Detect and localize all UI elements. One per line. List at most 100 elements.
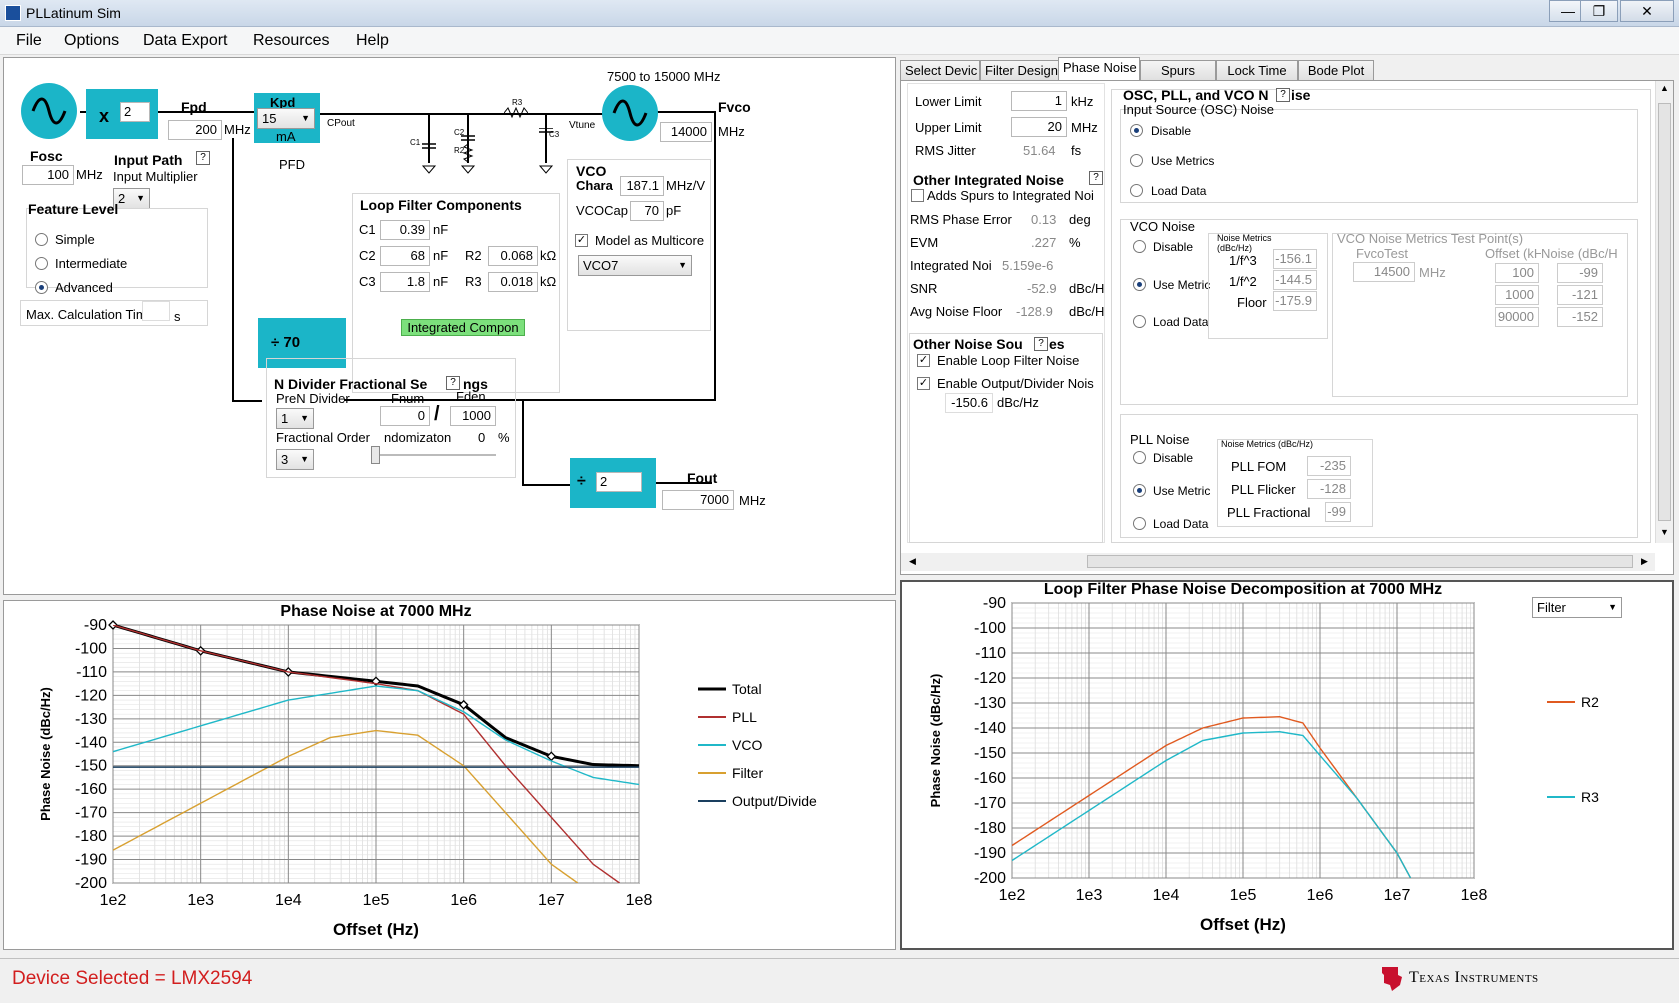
legend-label: Output/Divide — [732, 793, 817, 809]
integrated-components-button[interactable]: Integrated Compon — [401, 319, 525, 336]
rms-jitter-value: 51.64 — [1023, 143, 1056, 158]
horizontal-scrollbar[interactable]: ◀ ▶ — [901, 553, 1655, 571]
max-calc-label: Max. Calculation Time — [26, 307, 154, 322]
menu-data-export[interactable]: Data Export — [143, 32, 228, 49]
pll-radio-load-data[interactable] — [1133, 517, 1146, 530]
kvco-input[interactable]: 187.1 — [620, 176, 664, 196]
noise-input-2[interactable]: -121 — [1557, 285, 1603, 305]
enable-loop-filter-checkbox[interactable]: ✓ — [917, 354, 930, 367]
offset-input-1[interactable]: 100 — [1495, 263, 1539, 283]
pll-radio-use-metric[interactable] — [1133, 484, 1146, 497]
help-icon[interactable]: ? — [1034, 337, 1048, 351]
osc-group-tail: ise — [1291, 87, 1311, 103]
fden-input[interactable]: 1000 — [450, 406, 496, 426]
wire — [232, 400, 262, 402]
one-f2-input[interactable]: -144.5 — [1273, 270, 1317, 290]
fpd-input[interactable]: 200 — [168, 120, 222, 140]
vco-select[interactable]: VCO7 — [578, 255, 692, 276]
vertical-scrollbar[interactable]: ▲ ▼ — [1655, 81, 1673, 543]
noise-input-1[interactable]: -99 — [1557, 263, 1603, 283]
pll-radio-disable[interactable] — [1133, 451, 1146, 464]
max-calc-input[interactable] — [142, 301, 170, 321]
noise-input-3[interactable]: -152 — [1557, 307, 1603, 327]
menu-file[interactable]: File — [16, 32, 42, 49]
fout-input[interactable]: 7000 — [662, 490, 734, 510]
frac-order-select[interactable]: 3 — [276, 449, 314, 470]
r3-input[interactable]: 0.018 — [488, 272, 538, 292]
menu-help[interactable]: Help — [356, 32, 389, 49]
add-spurs-checkbox[interactable] — [911, 189, 924, 202]
multiplier-input[interactable]: 2 — [120, 102, 150, 122]
tab-select-device[interactable]: Select Devic — [900, 60, 980, 80]
c2-input[interactable]: 68 — [380, 246, 430, 266]
kpd-select[interactable]: 15 — [257, 108, 315, 129]
vco-radio-disable[interactable] — [1133, 240, 1146, 253]
radio-simple[interactable] — [35, 233, 48, 246]
y-tick-label: -180 — [75, 828, 107, 845]
fosc-input[interactable]: 100 — [22, 165, 74, 185]
lower-limit-input[interactable]: 1 — [1011, 91, 1067, 111]
fnum-label: Fnum — [391, 391, 425, 406]
tab-lock-time[interactable]: Lock Time — [1216, 60, 1298, 80]
help-icon[interactable]: ? — [1089, 171, 1103, 185]
vco-radio-use-metric[interactable] — [1133, 278, 1146, 291]
fvco-input[interactable]: 14000 — [660, 122, 712, 142]
wire — [80, 111, 88, 113]
vco-radio-load-data[interactable] — [1133, 315, 1146, 328]
max-calc-group — [20, 300, 208, 326]
offset-input-2[interactable]: 1000 — [1495, 285, 1539, 305]
tab-filter-design[interactable]: Filter Design — [980, 60, 1060, 80]
integrated-noise-label: Integrated Noi — [910, 258, 992, 273]
loop-filter-chart-panel: 1e2 1e3 1e4 1e5 1e6 1e7 1e8 -90 -100 -110 -120 -130… — [900, 580, 1674, 950]
randomization-slider[interactable] — [371, 446, 380, 464]
tab-bode-plot[interactable]: Bode Plot — [1298, 60, 1374, 80]
one-f3-input[interactable]: -156.1 — [1273, 249, 1317, 269]
vco-metrics-box — [1208, 233, 1328, 339]
vco-range-label: 7500 to 15000 MHz — [607, 69, 721, 84]
enable-output-checkbox[interactable]: ✓ — [917, 377, 930, 390]
output-divider-block: ÷ 2 — [570, 458, 656, 508]
vcocap-input[interactable]: 70 — [630, 201, 664, 221]
loop-filter-group — [352, 193, 560, 393]
osc-radio-load-data[interactable] — [1130, 184, 1143, 197]
output-divider-input[interactable]: 2 — [596, 472, 642, 492]
rms-phase-error-label: RMS Phase Error — [910, 212, 1012, 227]
y-tick-label: -90 — [983, 595, 1006, 612]
multicore-checkbox[interactable]: ✓ — [575, 234, 588, 247]
floor-input[interactable]: -175.9 — [1273, 291, 1317, 311]
input-multiplier-select[interactable]: 2 — [113, 188, 150, 209]
n-divider-label: ÷ 70 — [271, 334, 301, 351]
radio-advanced[interactable] — [35, 281, 48, 294]
pll-frac-input[interactable]: -99 — [1325, 502, 1351, 522]
pll-fom-input[interactable]: -235 — [1307, 456, 1351, 476]
y-tick-label: -120 — [974, 670, 1006, 687]
osc-radio-use-metrics[interactable] — [1130, 154, 1143, 167]
help-icon[interactable]: ? — [446, 376, 460, 390]
r2-input[interactable]: 0.068 — [488, 246, 538, 266]
help-icon[interactable]: ? — [1276, 88, 1290, 102]
help-icon[interactable]: ? — [196, 151, 210, 165]
other-sources-tail: es — [1049, 336, 1065, 352]
fvcotest-input[interactable]: 14500 — [1353, 262, 1415, 282]
fnum-input[interactable]: 0 — [380, 406, 430, 426]
tab-phase-noise[interactable]: Phase Noise — [1058, 57, 1140, 81]
menu-resources[interactable]: Resources — [253, 32, 330, 49]
tab-spurs[interactable]: Spurs — [1140, 60, 1216, 80]
osc-disable-label: Disable — [1151, 124, 1192, 138]
offset-input-3[interactable]: 90000 — [1495, 307, 1539, 327]
c1-input[interactable]: 0.39 — [380, 220, 430, 240]
pll-flicker-input[interactable]: -128 — [1307, 479, 1351, 499]
upper-limit-input[interactable]: 20 — [1011, 117, 1067, 137]
pren-select[interactable]: 1 — [276, 408, 314, 429]
maximize-button[interactable]: ❐ — [1580, 0, 1618, 22]
c3-input[interactable]: 1.8 — [380, 272, 430, 292]
close-button[interactable]: ✕ — [1620, 0, 1674, 22]
output-noise-input[interactable]: -150.6 — [945, 393, 993, 413]
radio-intermediate[interactable] — [35, 257, 48, 270]
menu-options[interactable]: Options — [64, 32, 120, 49]
chart-selector[interactable]: Filter — [1532, 597, 1622, 618]
osc-radio-disable[interactable] — [1130, 124, 1143, 137]
chart-title: Phase Noise at 7000 MHz — [280, 603, 471, 620]
c3-label: C3 — [359, 274, 376, 289]
feature-level-group — [26, 208, 208, 288]
